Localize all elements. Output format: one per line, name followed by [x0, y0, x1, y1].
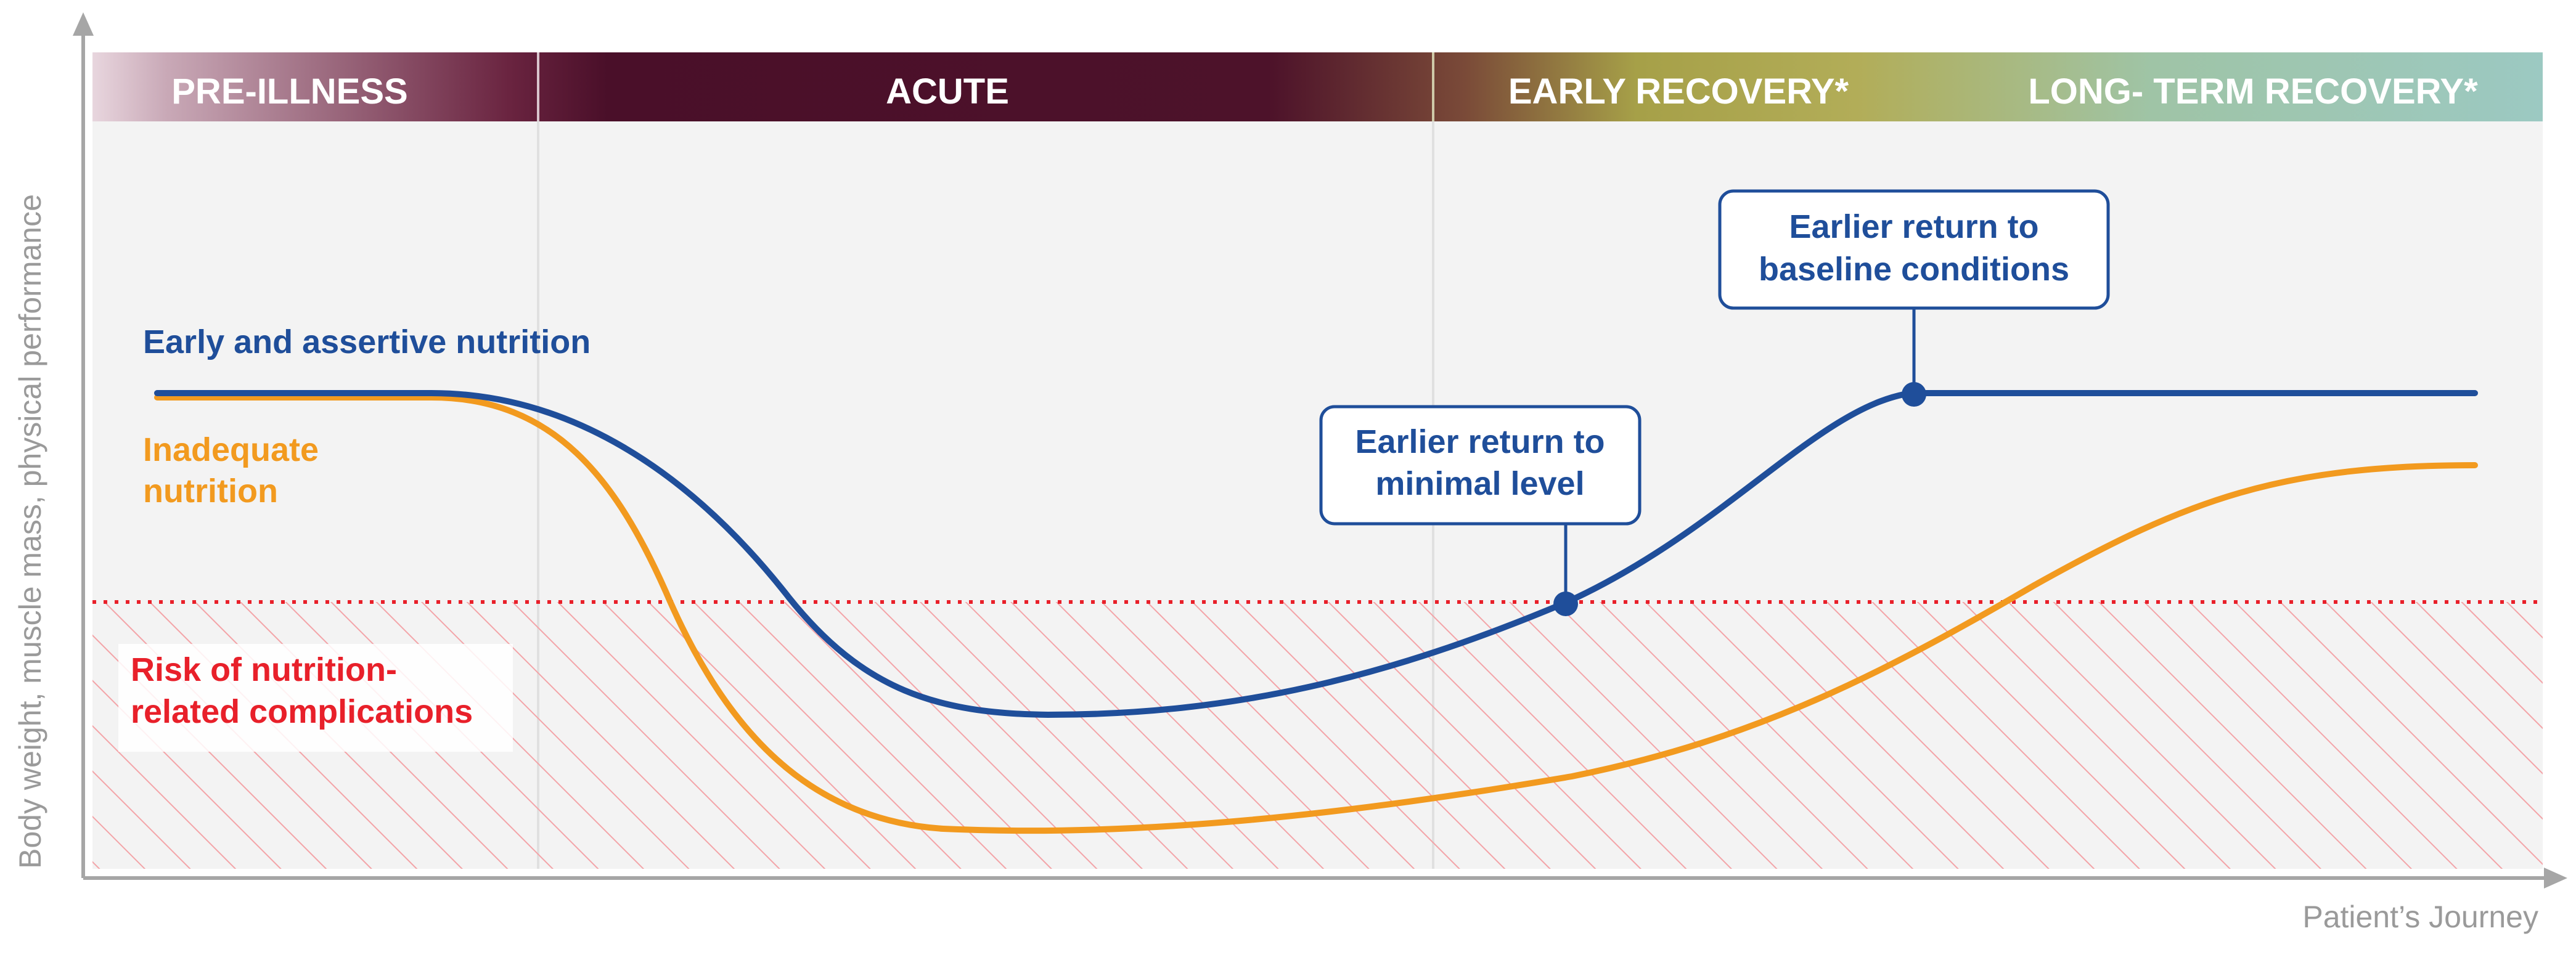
phase-label-acute: ACUTE — [886, 71, 1009, 112]
phase-label-long-term-recovery: LONG- TERM RECOVERY* — [2028, 71, 2478, 112]
minimal-level-marker — [1553, 592, 1578, 616]
inadequate-nutrition-line — [154, 394, 2478, 834]
risk-label-line1: Risk of nutrition- — [131, 651, 397, 688]
baseline-marker — [1902, 382, 1926, 407]
phase-label-pre-illness: PRE-ILLNESS — [171, 71, 408, 112]
x-axis-arrow-icon — [2544, 868, 2567, 889]
callout-minimal-box — [1319, 405, 1642, 526]
phase-band — [92, 52, 2543, 121]
phase-label-early-recovery: EARLY RECOVERY* — [1508, 71, 1849, 112]
callout-minimal-line1: Earlier return to — [1355, 423, 1605, 460]
callout-baseline-line1: Earlier return to — [1789, 208, 2038, 245]
y-axis-label: Body weight, muscle mass, physical perfo… — [13, 194, 47, 869]
early-nutrition-line — [154, 390, 2478, 718]
early-nutrition-label: Early and assertive nutrition — [143, 323, 591, 360]
callout-baseline-line2: baseline conditions — [1759, 251, 2069, 288]
x-axis-label: Patient’s Journey — [2302, 900, 2538, 934]
callout-baseline-box — [1718, 189, 2110, 310]
callout-minimal-line2: minimal level — [1375, 465, 1584, 502]
risk-label-backdrop — [118, 644, 513, 752]
y-axis-arrow-icon — [73, 12, 94, 36]
inadequate-nutrition-label-line1: Inadequate — [143, 431, 319, 468]
inadequate-nutrition-label-line2: nutrition — [143, 473, 278, 510]
risk-label-line2: related complications — [131, 693, 473, 730]
